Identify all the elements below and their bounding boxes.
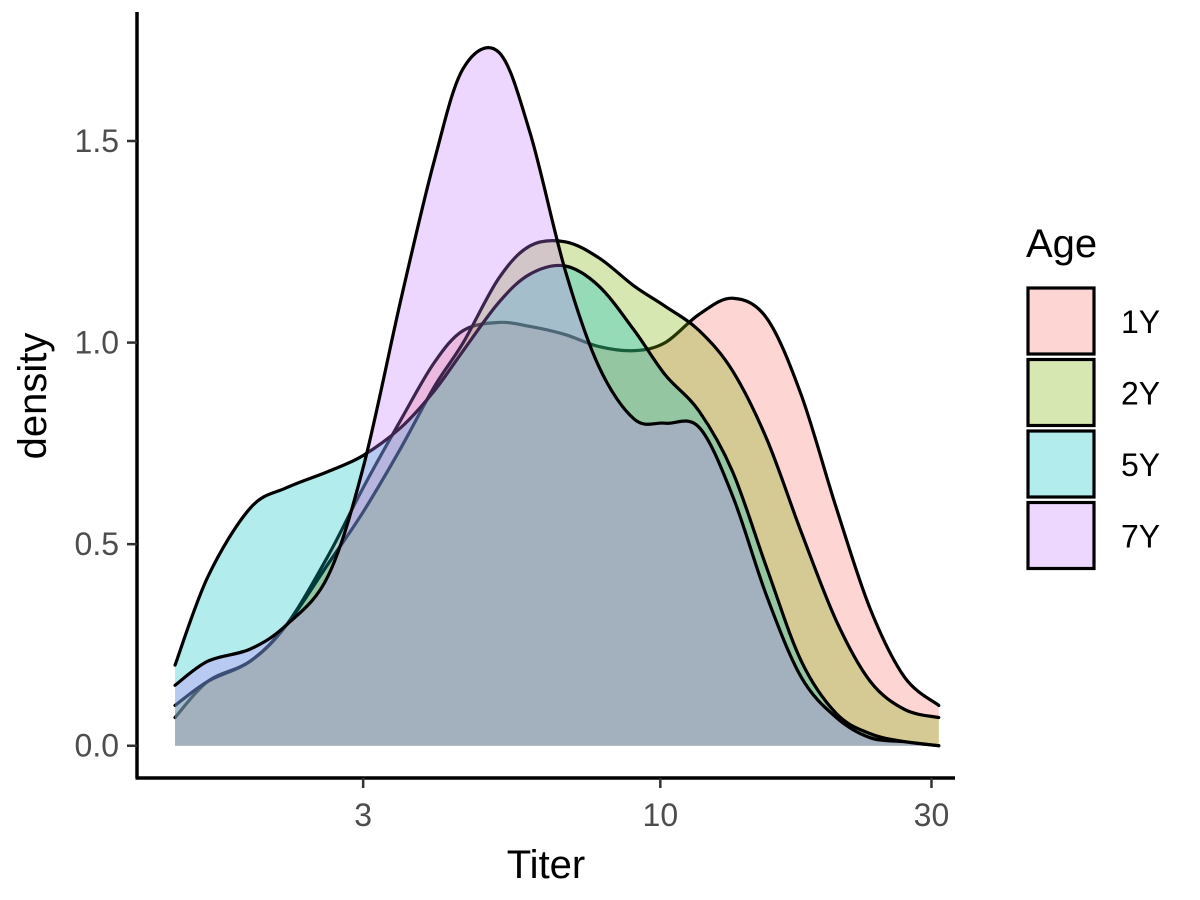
density-line-2y — [173, 238, 941, 720]
y-axis-title: density — [11, 333, 55, 460]
legend-key-2y — [1026, 357, 1096, 428]
legend-label-2y: 2Y — [1121, 376, 1160, 412]
y-tick-label: 1.0 — [75, 325, 119, 361]
y-tick-label: 0.5 — [75, 526, 119, 562]
density-area-2y — [175, 240, 939, 746]
x-axis-title: Titer — [507, 843, 586, 887]
legend-key-bg-2y — [1028, 359, 1094, 426]
density-area-5y — [175, 265, 939, 746]
legend-key-1y — [1026, 286, 1096, 356]
legend-key-7y — [1026, 500, 1096, 571]
legend-label-5y: 5Y — [1121, 447, 1160, 483]
x-tick-label: 10 — [643, 797, 679, 833]
density-areas — [173, 46, 941, 748]
y-tick-label: 0.0 — [75, 728, 119, 764]
legend-label-1y: 1Y — [1121, 304, 1160, 340]
x-tick-label: 3 — [354, 797, 372, 833]
legend-label-7y: 7Y — [1121, 519, 1160, 555]
density-area-7y — [175, 47, 939, 746]
legend-key-bg-5y — [1028, 431, 1094, 497]
axes — [127, 12, 955, 788]
legend: Age 1Y 2Y 5Y 7Y — [1026, 222, 1160, 571]
legend-key-bg-1y — [1028, 288, 1094, 354]
density-line-7y — [173, 46, 941, 748]
density-line-1y — [173, 296, 941, 720]
y-tick-label: 1.5 — [75, 123, 119, 159]
tick-labels: 0.0 0.5 1.0 1.5 3 10 30 — [75, 123, 950, 833]
density-area-1y — [175, 298, 939, 746]
legend-title: Age — [1026, 222, 1097, 266]
legend-key-5y — [1026, 429, 1096, 499]
x-tick-label: 30 — [914, 797, 950, 833]
legend-key-bg-7y — [1028, 502, 1094, 569]
